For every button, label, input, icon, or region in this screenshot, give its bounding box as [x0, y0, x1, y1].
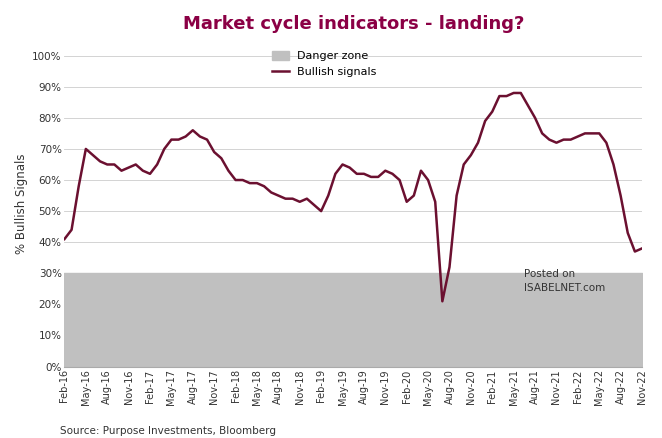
- Title: Market cycle indicators - landing?: Market cycle indicators - landing?: [183, 15, 524, 33]
- Y-axis label: % Bullish Signals: % Bullish Signals: [15, 153, 28, 254]
- Legend: Danger zone, Bullish signals: Danger zone, Bullish signals: [267, 46, 381, 81]
- Text: Source: Purpose Investments, Bloomberg: Source: Purpose Investments, Bloomberg: [60, 426, 275, 436]
- Text: Posted on
ISABELNET.com: Posted on ISABELNET.com: [524, 268, 605, 293]
